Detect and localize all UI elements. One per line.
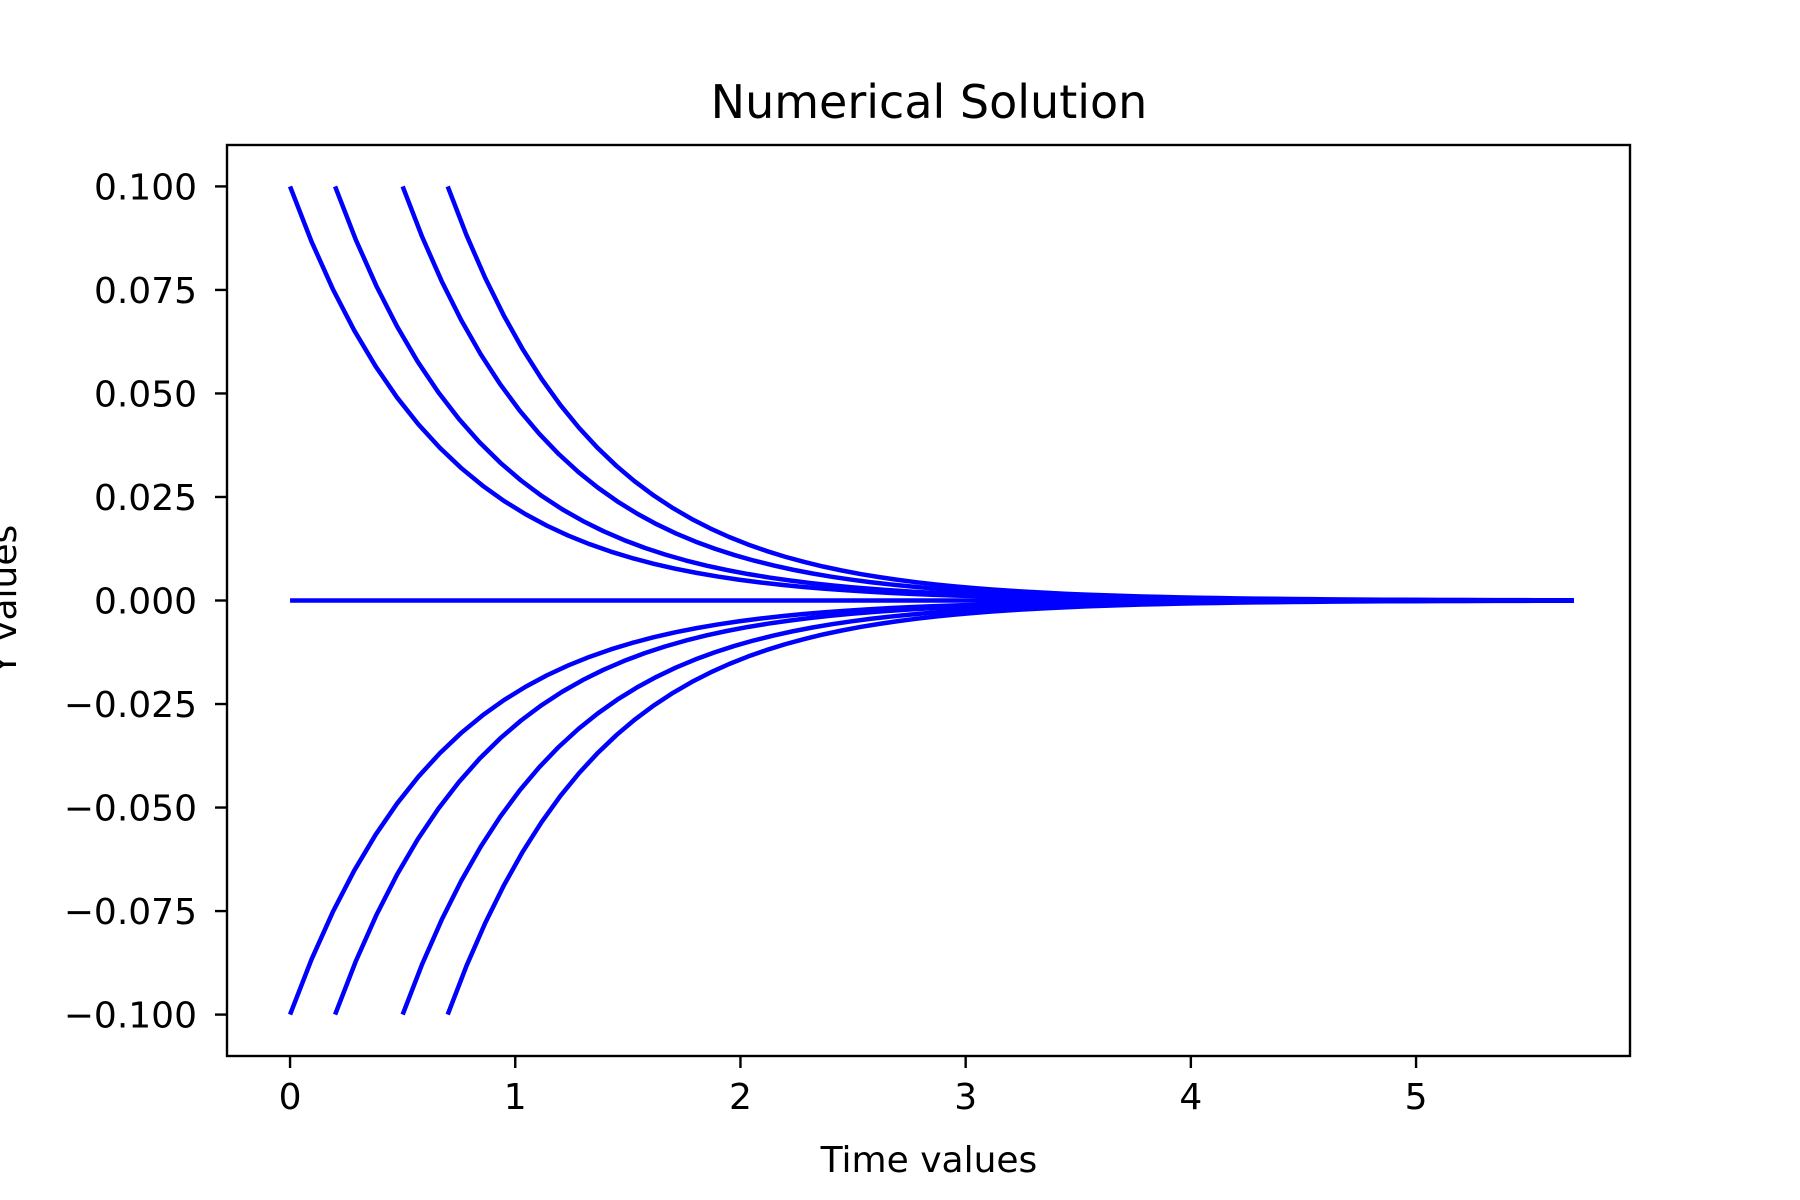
y-tick-label: 0.075: [94, 271, 197, 312]
y-axis-label: Y values: [0, 525, 25, 677]
y-tick-label: 0.025: [94, 478, 197, 519]
x-tick-label: 0: [279, 1077, 302, 1118]
x-tick-label: 4: [1179, 1077, 1202, 1118]
series-line-1: [287, 185, 1574, 603]
y-tick-label: 0.100: [94, 167, 197, 208]
x-axis-label: Time values: [820, 1140, 1038, 1181]
y-tick-label: −0.100: [64, 996, 197, 1037]
y-tick-label: −0.075: [64, 892, 197, 933]
y-axis: 0.100 0.075 0.050 0.025 0.000 −0.025 −0.050 −0.…: [64, 167, 227, 1037]
y-tick-label: 0.000: [94, 582, 197, 623]
series-layer: [287, 185, 1574, 1016]
y-tick-label: −0.050: [64, 789, 197, 830]
chart-title: Numerical Solution: [711, 75, 1148, 129]
x-tick-label: 5: [1405, 1077, 1428, 1118]
y-tick-label: −0.025: [64, 685, 197, 726]
series-line-6: [287, 598, 1574, 1016]
series-line-2: [333, 185, 1574, 603]
series-line-9: [445, 598, 1574, 1016]
x-axis: 0 1 2 3 4 5: [279, 1056, 1428, 1118]
y-tick-label: 0.050: [94, 374, 197, 415]
x-tick-label: 3: [954, 1077, 977, 1118]
x-tick-label: 1: [504, 1077, 527, 1118]
x-tick-label: 2: [729, 1077, 752, 1118]
series-line-7: [333, 598, 1574, 1016]
